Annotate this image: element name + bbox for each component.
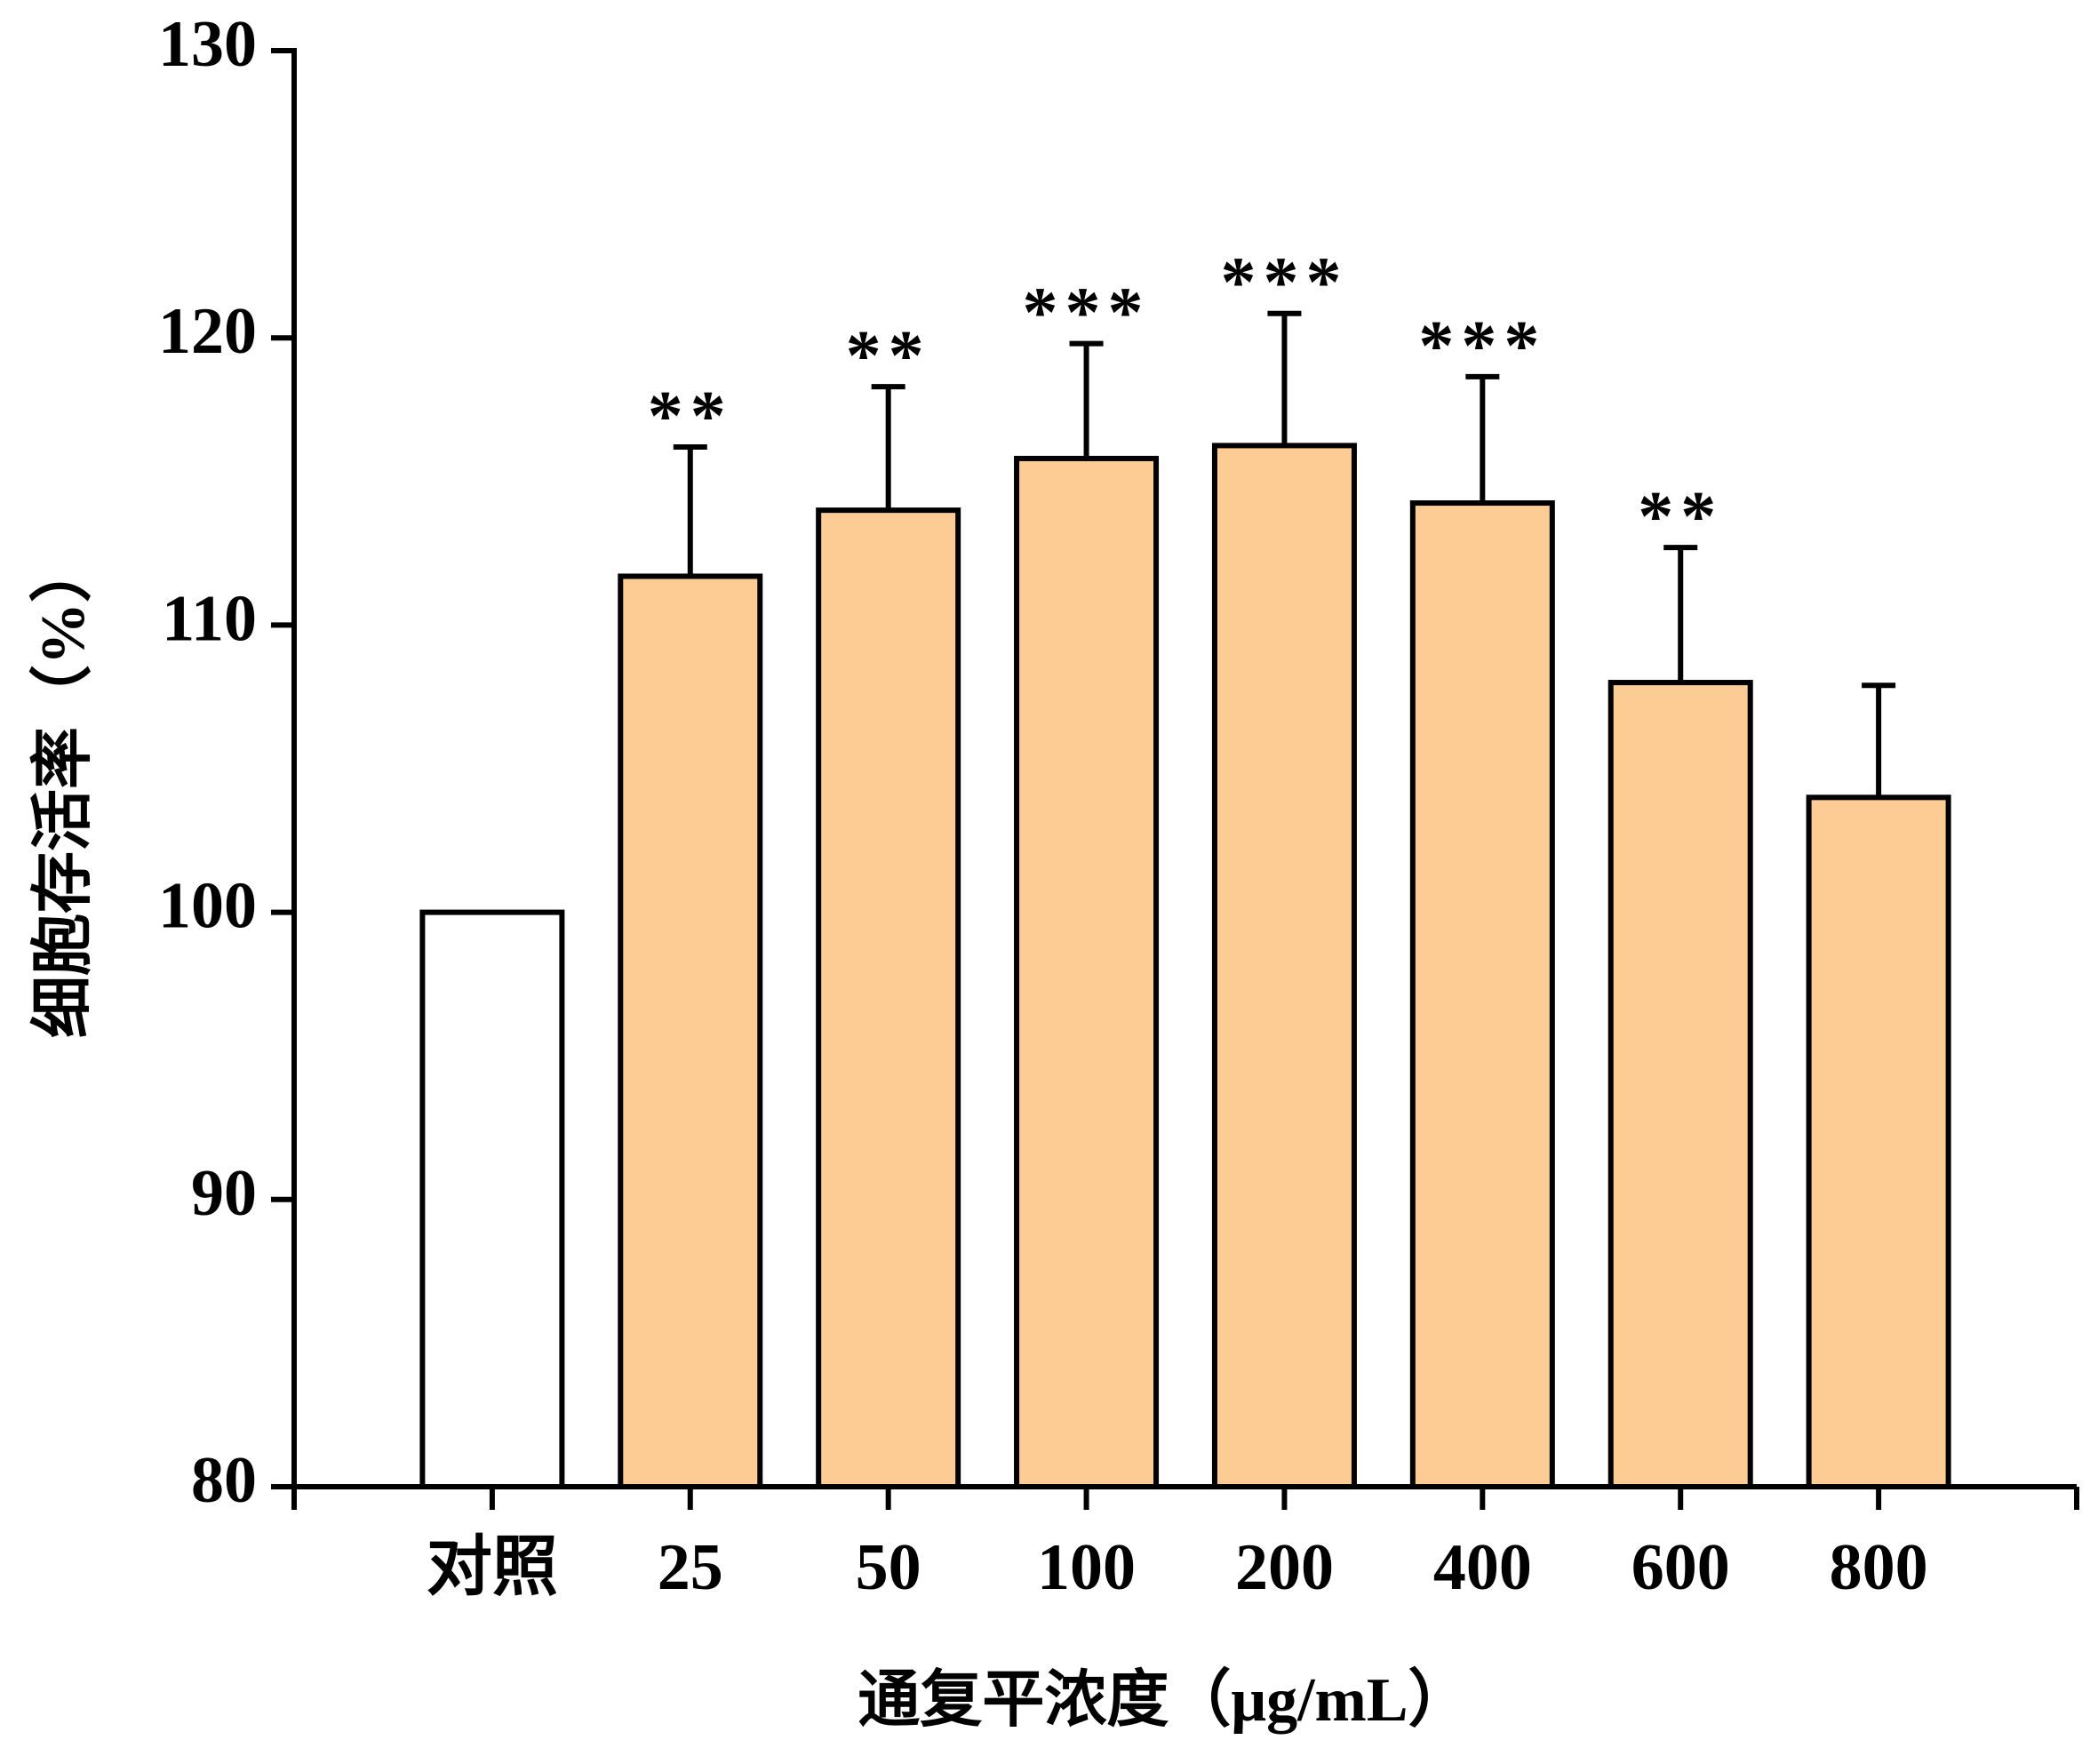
y-tick-label: 90 xyxy=(191,1157,257,1230)
x-tick-label: 25 xyxy=(658,1531,723,1604)
y-tick-label: 120 xyxy=(158,295,257,368)
significance-label: *** xyxy=(1220,244,1348,323)
y-tick-label: 130 xyxy=(158,8,257,81)
x-tick-label: 800 xyxy=(1830,1531,1928,1604)
y-tick-label: 110 xyxy=(162,582,257,655)
x-tick-label: 200 xyxy=(1235,1531,1334,1604)
y-tick-label: 100 xyxy=(158,870,257,943)
x-tick-label: 600 xyxy=(1631,1531,1730,1604)
significance-label: *** xyxy=(1418,307,1546,386)
bar xyxy=(1409,500,1555,1489)
bar xyxy=(1211,443,1357,1489)
x-tick-label: 100 xyxy=(1037,1531,1136,1604)
bar xyxy=(816,507,961,1489)
bar xyxy=(419,909,565,1489)
significance-label: ** xyxy=(846,317,931,395)
x-tick-label: 50 xyxy=(856,1531,921,1604)
x-tick-label: 400 xyxy=(1433,1531,1532,1604)
significance-label: ** xyxy=(1638,478,1723,556)
x-axis-title: 通复平浓度（μg/mL） xyxy=(858,1665,1470,1735)
significance-label: *** xyxy=(1023,275,1151,353)
y-tick-label: 80 xyxy=(191,1444,257,1517)
x-tick-label: 对照 xyxy=(427,1531,558,1604)
y-axis-title: 细胞存活率（%） xyxy=(28,540,98,1038)
bar xyxy=(1014,455,1160,1489)
bar xyxy=(1806,794,1951,1489)
bar xyxy=(1607,680,1753,1489)
significance-label: ** xyxy=(648,378,733,456)
bar xyxy=(618,573,763,1489)
